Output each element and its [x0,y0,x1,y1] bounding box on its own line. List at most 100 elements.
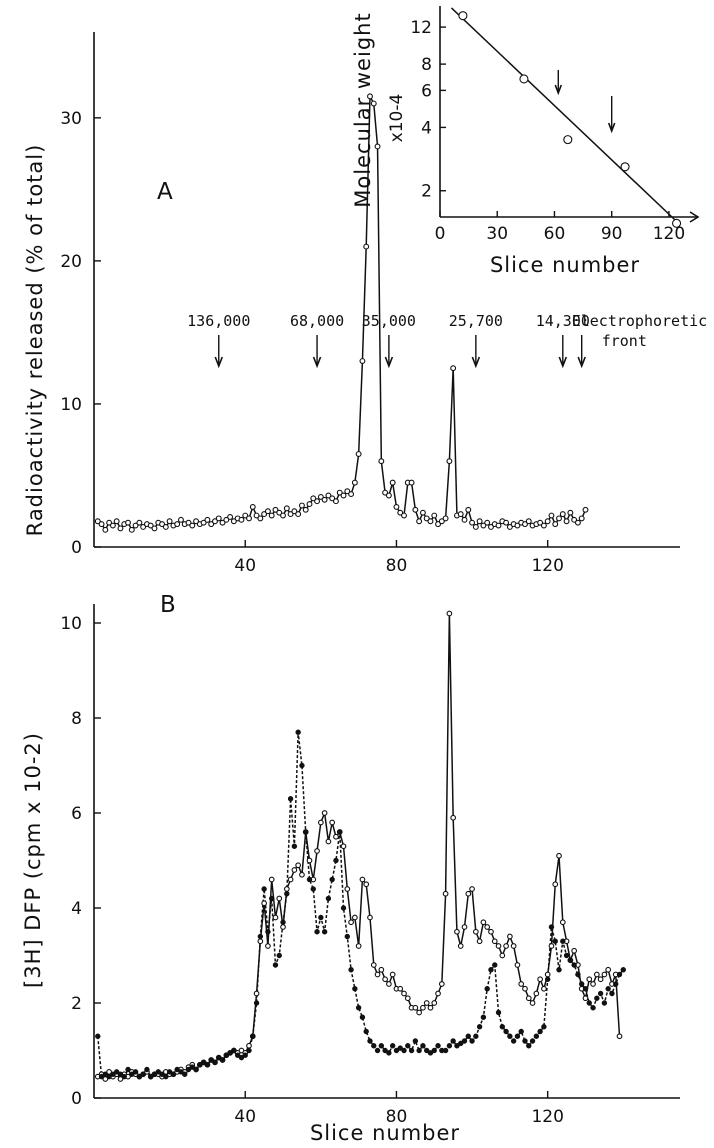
panel-b-open-point [348,919,354,926]
panel-b-filled-point [155,1069,161,1075]
panel-b-open-point [484,924,491,930]
panel-a-point [389,479,396,486]
panel-a-point [476,518,483,525]
panel-b-filled-point [223,1052,230,1058]
panel-b-filled-point [371,1043,377,1049]
panel-b-open-point [306,857,313,864]
panel-b-filled-point [170,1071,177,1077]
panel-b-open-point [514,962,521,968]
panel-b-open-point [442,890,449,897]
panel-b-open-point [488,928,494,935]
marker-label: 136,000 [187,312,250,330]
panel-b-open-point [253,990,260,997]
inset-point [620,162,630,172]
marker-arrow-head-icon [577,356,586,369]
panel-a-point [185,519,192,526]
panel-b-filled-point [95,1033,101,1039]
panel-b-open-point [295,862,302,869]
panel-b-x-tick-label: 80 [386,1107,408,1127]
panel-a-point [174,521,181,528]
panel-b-open-point [507,933,513,940]
panel-b-filled-point [303,829,309,835]
panel-b-filled-point [200,1059,207,1066]
panel-b-filled-point [507,1033,513,1039]
panel-a-point [136,519,143,526]
panel-a-point [484,519,491,526]
panel-a-point [427,518,434,525]
panel-b-filled-point [276,952,282,959]
panel-a-point [374,143,381,150]
panel-b-filled-point [563,952,570,959]
panel-b-open-point [367,914,373,921]
panel-a-point [253,512,260,519]
panel-b-filled-point [253,1000,260,1006]
panel-a-point [132,522,139,529]
panel-a-point [94,518,101,525]
panel-b-filled-point [616,971,623,978]
panel-a-point [208,521,215,528]
panel-b-open-point [287,876,294,883]
panel-b-open-point [544,971,551,978]
panel-a-point [416,518,423,525]
panel-b-open-point [404,995,411,1002]
panel-a-point [249,503,256,510]
panel-b-open-point [518,981,525,987]
panel-b-open-point [261,900,267,907]
panel-a-x-tick-label: 80 [386,556,408,576]
panel-b-y-tick-label: 0 [71,1089,82,1109]
panel-b-open-point [314,848,320,854]
panel-b-filled-point [473,1033,479,1039]
panel-b-filled-point [427,1050,434,1056]
panel-a-point [488,524,494,530]
inset-x-label: Slice number [490,253,640,277]
panel-a-point [159,521,166,528]
panel-b-filled-point [197,1062,203,1068]
marker-arrow-head-icon [558,356,568,369]
panel-b-filled-point [597,990,604,997]
panel-b-filled-point [178,1069,184,1075]
panel-b-label: B [160,592,176,618]
inset-x-tick-label: 0 [435,224,446,244]
panel-b-filled-point [601,1000,608,1006]
panel-a-point [189,522,196,529]
panel-a-point [336,489,343,496]
panel-b-filled-point [533,1033,540,1039]
panel-b-open-point [412,1004,419,1011]
panel-b-filled-point [325,895,332,902]
panel-b-open-point [401,990,407,997]
panel-b-filled-point [125,1066,131,1073]
panel-b-filled-point [567,957,574,963]
panel-b-filled-point [522,1038,528,1044]
panel-b-open-point [344,886,351,892]
panel-b-filled-point [367,1038,373,1044]
panel-b-open-point [352,914,358,921]
panel-b-filled-point [246,1047,252,1054]
panel-b-filled-point [268,895,275,902]
panel-b-filled-point [465,1033,471,1039]
panel-b-filled-point [548,924,555,930]
panel-a-y-tick-label: 30 [60,109,82,129]
panel-b-filled-point [208,1057,214,1063]
panel-a-point [125,519,131,526]
panel-a-y-tick-label: 10 [60,395,82,415]
panel-b-filled-point [582,986,589,992]
panel-b-filled-point [272,962,279,968]
panel-a-point [166,518,173,525]
panel-b-open-point [438,981,445,987]
panel-a-point [302,506,309,513]
panel-a-point [117,525,124,532]
panel-b-filled-point [431,1047,437,1054]
panel-b-open-point [582,995,589,1002]
panel-b-filled-point [579,981,585,987]
panel-a-point [287,511,294,518]
panel-b-filled-point [544,976,551,982]
panel-a-point [298,502,305,509]
panel-a-point [238,516,245,523]
panel-b-filled-point [476,1024,483,1030]
panel-b-open-point [476,938,483,945]
panel-b-open-point [571,947,577,954]
panel-b-open-point [317,819,324,826]
panel-b-filled-point [314,929,320,935]
panel-b-open-point [461,924,468,930]
panel-b-open-point [340,843,347,850]
